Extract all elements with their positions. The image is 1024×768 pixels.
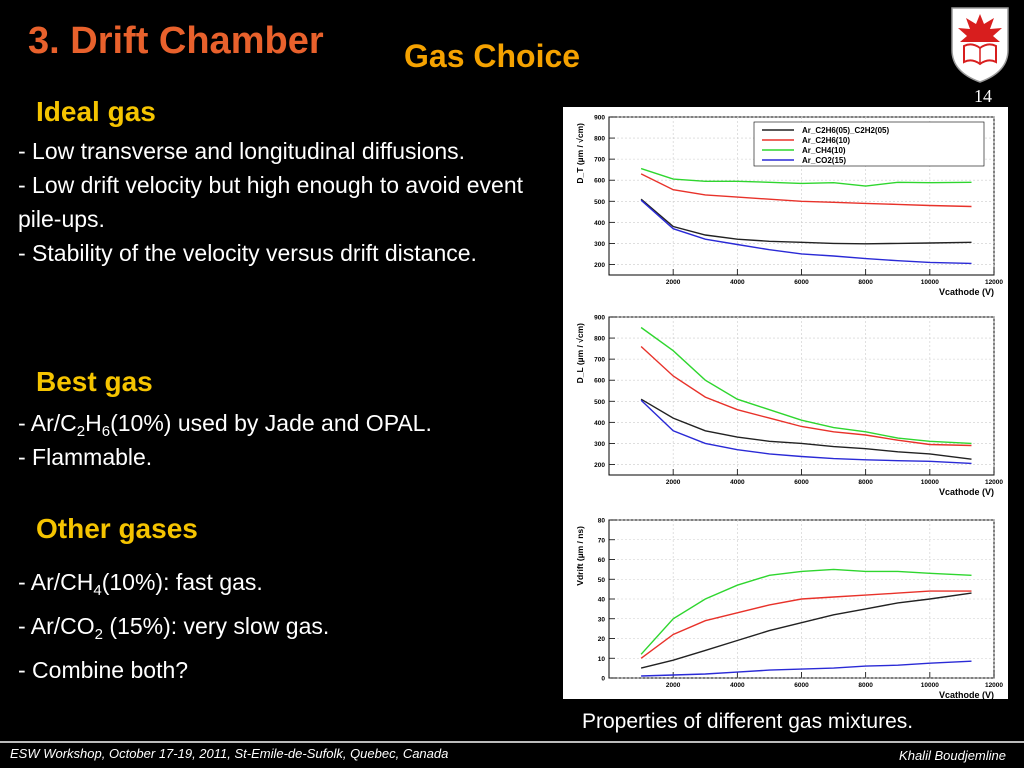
plot-frame (608, 316, 995, 476)
ideal-gas-item: - Stability of the velocity versus drift… (18, 240, 477, 266)
x-tick-label: 10000 (921, 279, 939, 286)
footer-divider (0, 741, 1024, 743)
y-tick-label: 300 (594, 241, 605, 248)
y-tick-label: 700 (594, 357, 605, 364)
plots-caption: Properties of different gas mixtures. (582, 710, 914, 733)
y-tick-label: 40 (598, 597, 606, 604)
best-gas-list: - Ar/C2H6(10%) used by Jade and OPAL. - … (18, 406, 538, 474)
series-line-2 (640, 173, 972, 208)
best-gas-item: - Ar/C2H6(10%) used by Jade and OPAL. (18, 410, 432, 440)
university-shield-logo-icon (951, 7, 1009, 83)
other-gases-heading: Other gases (36, 513, 198, 544)
gas-properties-svg: 2000 4000 6000 8000 10000 1200020030040050060… (575, 115, 1003, 700)
series-line-1 (640, 398, 972, 460)
other-gas-item: - Ar/CH4(10%): fast gas. (18, 569, 263, 599)
y-tick-label: 10 (598, 656, 606, 663)
series-line-3 (640, 568, 972, 655)
ideal-gas-heading: Ideal gas (36, 96, 156, 127)
y-tick-label: 70 (598, 537, 606, 544)
x-tick-label: 12000 (985, 682, 1003, 689)
y-tick-label: 600 (594, 378, 605, 385)
slide-title: 3. Drift Chamber (28, 20, 324, 62)
y-tick-label: 30 (598, 616, 606, 623)
y-tick-label: 800 (594, 336, 605, 343)
x-axis-label: Vcathode (V) (939, 690, 994, 699)
y-tick-label: 600 (594, 178, 605, 185)
ideal-gas-item: - Low transverse and longitudinal diffus… (18, 138, 466, 164)
x-tick-label: 2000 (666, 682, 681, 689)
y-tick-label: 50 (598, 577, 606, 584)
y-tick-label: 500 (594, 399, 605, 406)
other-gas-item: - Combine both? (18, 657, 189, 683)
x-tick-label: 4000 (730, 682, 745, 689)
other-gas-item: - Ar/CO2 (15%): very slow gas. (18, 613, 330, 643)
series-line-4 (640, 399, 972, 465)
y-axis-label: Vdrift (µm / ns) (575, 526, 585, 586)
y-tick-label: 900 (594, 115, 605, 122)
legend-entry: Ar_CH4(10) (802, 146, 846, 155)
series-line-4 (640, 199, 972, 265)
x-tick-label: 8000 (858, 279, 873, 286)
footer-author: Khalil Boudjemline (899, 748, 1006, 763)
x-axis-label: Vcathode (V) (939, 287, 994, 297)
gas-properties-plots: 2000 4000 6000 8000 10000 12000 200 300 400 500 60… (563, 107, 1008, 699)
ideal-gas-item: - Low drift velocity but high enough to … (18, 172, 524, 232)
series-line-1 (640, 592, 972, 669)
x-tick-label: 6000 (794, 279, 809, 286)
other-gases-list: - Ar/CH4(10%): fast gas. - Ar/CO2 (15%):… (18, 560, 538, 692)
y-tick-label: 700 (594, 157, 605, 164)
chart-panel-1: 2000 4000 6000 8000 10000 12000 200 300 400 500 60… (575, 115, 1003, 298)
y-tick-label: 200 (594, 462, 605, 469)
x-tick-label: 6000 (794, 479, 809, 486)
footer-event: ESW Workshop, October 17-19, 2011, St-Em… (10, 746, 449, 761)
x-axis-label: Vcathode (V) (939, 487, 994, 497)
page-number: 14 (974, 86, 992, 106)
x-tick-label: 8000 (858, 682, 873, 689)
y-tick-label: 200 (594, 262, 605, 269)
chart-panel-3: 2000 4000 6000 8000 10000 12000 0 10 20 30 40 50 60 7… (575, 518, 1003, 700)
y-axis-label: D_L (µm / √cm) (575, 323, 585, 384)
series-line-2 (640, 345, 972, 447)
series-line-3 (640, 326, 972, 445)
y-tick-label: 60 (598, 557, 606, 564)
series-line-2 (640, 590, 972, 659)
legend-entry: Ar_CO2(15) (802, 156, 846, 165)
y-tick-label: 300 (594, 441, 605, 448)
y-tick-label: 400 (594, 420, 605, 427)
x-tick-label: 12000 (985, 279, 1003, 286)
legend-entry: Ar_C2H6(10) (802, 136, 850, 145)
y-tick-label: 800 (594, 136, 605, 143)
y-tick-label: 500 (594, 199, 605, 206)
series-line-1 (640, 198, 972, 245)
chart-panel-2: 2000 4000 6000 8000 10000 12000 200 300 400 500 60… (575, 315, 1003, 498)
y-tick-label: 80 (598, 518, 606, 525)
x-tick-label: 12000 (985, 479, 1003, 486)
series-line-3 (640, 167, 972, 187)
legend-entry: Ar_C2H6(05)_C2H2(05) (802, 126, 889, 135)
x-tick-label: 4000 (730, 279, 745, 286)
x-tick-label: 10000 (921, 682, 939, 689)
y-tick-label: 20 (598, 636, 606, 643)
x-tick-label: 6000 (794, 682, 809, 689)
x-tick-label: 2000 (666, 479, 681, 486)
y-axis-label: D_T (µm / √cm) (575, 123, 585, 184)
x-tick-label: 10000 (921, 479, 939, 486)
y-tick-label: 0 (601, 676, 605, 683)
best-gas-item: - Flammable. (18, 444, 153, 470)
y-tick-label: 400 (594, 220, 605, 227)
x-tick-label: 8000 (858, 479, 873, 486)
series-line-4 (641, 660, 972, 677)
y-tick-label: 900 (594, 315, 605, 322)
slide-subtitle: Gas Choice (404, 38, 581, 74)
x-tick-label: 4000 (730, 479, 745, 486)
x-tick-label: 2000 (666, 279, 681, 286)
best-gas-heading: Best gas (36, 366, 153, 397)
ideal-gas-list: - Low transverse and longitudinal diffus… (18, 134, 538, 270)
